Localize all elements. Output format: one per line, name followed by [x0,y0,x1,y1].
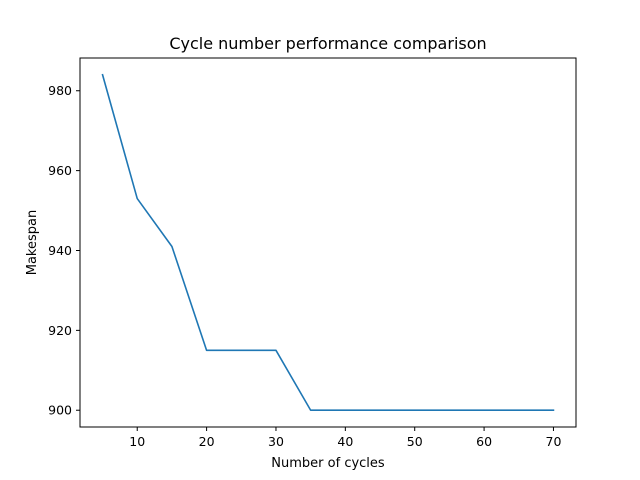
x-tick-label: 20 [199,434,215,449]
y-tick-label: 980 [48,83,72,98]
tick-layer: 10 20 30 40 50 60 70 900 920 940 960 980 [48,83,561,449]
series-line [101,73,555,412]
x-tick-label: 70 [546,434,562,449]
y-tick-label: 940 [48,243,72,258]
chart-title: Cycle number performance comparison [169,34,486,53]
x-tick-label: 50 [407,434,423,449]
x-tick-label: 30 [268,434,284,449]
y-tick-label: 920 [48,323,72,338]
y-axis-label: Makespan [25,210,40,275]
x-tick-label: 60 [476,434,492,449]
x-tick-label: 40 [337,434,353,449]
plot-frame [79,57,577,428]
x-tick-label: 10 [129,434,145,449]
y-tick-label: 900 [48,403,72,418]
x-axis-label: Number of cycles [271,456,385,471]
y-tick-label: 960 [48,163,72,178]
series-layer [101,73,555,412]
